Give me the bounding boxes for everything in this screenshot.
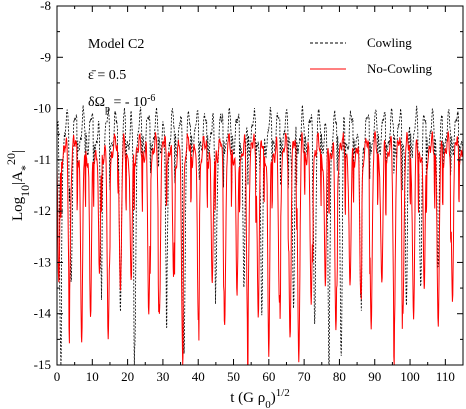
y-tick-label: -9	[40, 49, 51, 64]
x-tick-label: 110	[436, 369, 455, 384]
x-tick-label: 70	[298, 369, 311, 384]
x-tick-label: 30	[156, 369, 169, 384]
y-tick-label: -12	[34, 203, 51, 218]
y-tick-label: -8	[40, 0, 51, 13]
x-tick-label: 0	[54, 369, 61, 384]
y-axis-label: Log10|A*20|	[4, 150, 32, 221]
epsilon-label: ε̄ = 0.5	[88, 68, 126, 83]
legend-label-cowling: Cowling	[367, 35, 412, 50]
model-label: Model C2	[88, 37, 144, 52]
y-tick-label: -13	[34, 254, 51, 269]
x-tick-label: 40	[192, 369, 205, 384]
x-tick-label: 20	[121, 369, 134, 384]
x-tick-label: 10	[86, 369, 99, 384]
delta-omega-label: δΩp = - 10-6	[88, 93, 155, 115]
x-axis-label: t (G ρ0)1/2	[230, 387, 290, 409]
x-tick-label: 50	[227, 369, 240, 384]
series-lines	[56, 105, 464, 366]
axis-ticks: 0 10 20 30 40 50 60 70 80 90 100 110 -8 -9 -10 -11 -12 -1…	[34, 0, 463, 384]
y-tick-label: -14	[34, 306, 52, 321]
x-tick-label: 100	[400, 369, 420, 384]
legend-label-no-cowling: No-Cowling	[367, 61, 433, 76]
x-tick-label: 80	[333, 369, 346, 384]
legend: Cowling No-Cowling	[310, 35, 433, 76]
y-tick-label: -15	[34, 357, 51, 372]
y-tick-label: -10	[34, 101, 51, 116]
series-line-no-cowling	[56, 130, 464, 366]
x-tick-label: 90	[368, 369, 381, 384]
y-tick-label: -11	[34, 152, 51, 167]
x-tick-label: 60	[262, 369, 275, 384]
